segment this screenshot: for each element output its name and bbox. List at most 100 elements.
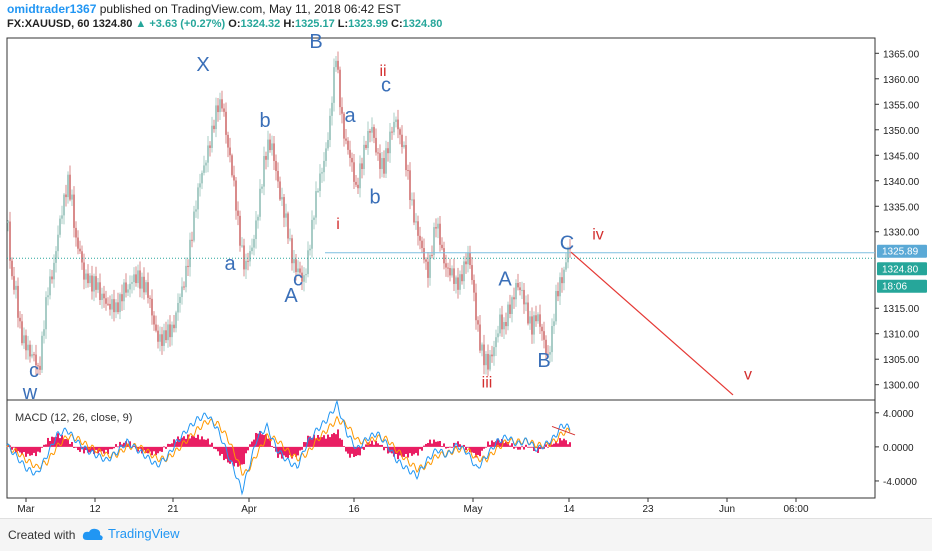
price-axis[interactable]: 1365.00 1360.00 1355.00 1350.00 1345.00 1340.… [875, 49, 927, 392]
time-tick-label: 06:00 [783, 504, 808, 515]
macd-histogram-bar [335, 434, 337, 447]
macd-histogram-bar [297, 446, 299, 456]
macd-histogram-bar [241, 446, 243, 465]
price-tick-label: 1305.00 [883, 355, 920, 366]
candle-down [569, 248, 571, 250]
candle-down [125, 282, 127, 293]
candle-down [431, 254, 433, 256]
candle-up [293, 259, 295, 264]
candle-up [549, 352, 551, 355]
macd-histogram-bar [69, 443, 71, 447]
macd-histogram-bar [515, 446, 517, 448]
candle-down [351, 157, 353, 163]
candle-up [385, 148, 387, 174]
macd-tick-label: -4.0000 [883, 477, 917, 488]
price-chart[interactable]: 1365.00 1360.00 1355.00 1350.00 1345.00 1340.… [0, 0, 932, 518]
macd-histogram-bar [63, 439, 65, 447]
macd-histogram-bar [19, 446, 21, 453]
candle-down [527, 302, 529, 324]
macd-histogram-bar [219, 446, 221, 456]
tradingview-logo[interactable]: TradingView [82, 526, 180, 542]
candle-down [109, 303, 111, 310]
macd-histogram-bar [95, 446, 97, 450]
candle-down [369, 131, 371, 133]
candle-up [263, 156, 265, 187]
macd-histogram-bar [403, 446, 405, 457]
macd-histogram-bar [509, 445, 511, 447]
candle-down [117, 302, 119, 313]
macd-histogram-bar [101, 446, 103, 452]
candle-down [517, 282, 519, 288]
macd-histogram-bar [553, 443, 555, 447]
candle-down [95, 276, 97, 290]
macd-histogram-bar [167, 443, 169, 447]
candle-down [405, 145, 407, 171]
candle-up [551, 326, 553, 353]
candle-down [343, 113, 345, 139]
macd-histogram-bar [21, 446, 23, 455]
candle-down [143, 276, 145, 293]
macd-histogram-bar [143, 446, 145, 451]
wave-label: iv [592, 226, 604, 243]
candle-up [251, 247, 253, 252]
candle-down [275, 160, 277, 171]
macd-histogram-bar [347, 446, 349, 454]
candle-up [363, 144, 365, 170]
candle-up [529, 316, 531, 324]
candle-up [467, 252, 469, 265]
macd-histogram-bar [513, 446, 515, 449]
candle-down [345, 138, 347, 141]
macd-histogram-bar [303, 442, 305, 447]
candle-up [215, 105, 217, 130]
candle-down [375, 137, 377, 153]
candle-up [241, 245, 243, 247]
time-axis[interactable]: Mar 12 21 Apr 16 May 14 23 Jun 06:00 [17, 498, 809, 515]
macd-histogram-bar [397, 446, 399, 460]
publish-info: published on TradingView.com, May 11, 20… [99, 2, 401, 16]
candle-down [453, 268, 455, 284]
candle-down [391, 131, 393, 133]
candle-down [233, 175, 235, 181]
macd-histogram-bar [171, 443, 173, 447]
macd-histogram-bar [503, 443, 505, 447]
candle-down [51, 276, 53, 280]
candle-down [401, 134, 403, 148]
author-link[interactable]: omidtrader1367 [7, 2, 97, 16]
time-tick-label: 12 [89, 504, 101, 515]
macd-histogram-bar [105, 446, 107, 450]
candle-down [445, 263, 447, 268]
candle-down [243, 245, 245, 270]
time-tick-label: 23 [642, 504, 654, 515]
candle-up [321, 172, 323, 174]
candle-up [327, 140, 329, 149]
close-value: 1324.80 [402, 18, 443, 30]
candle-up [307, 250, 309, 275]
up-arrow-icon: ▲ [135, 18, 147, 30]
price-tick-label: 1315.00 [883, 304, 920, 315]
macd-histogram-bar [567, 444, 569, 447]
macd-histogram-bar [11, 446, 13, 450]
candle-up [41, 335, 43, 370]
macd-histogram-bar [89, 446, 91, 453]
candle-down [427, 261, 429, 278]
macd-histogram-bar [545, 444, 547, 447]
macd-histogram-bar [213, 446, 215, 449]
candle-down [21, 321, 23, 344]
candle-up [59, 218, 61, 235]
candle-down [347, 140, 349, 150]
candle-down [439, 223, 441, 245]
macd-histogram-bar [79, 446, 81, 452]
macd-histogram-bar [43, 444, 45, 447]
price-tick-label: 1355.00 [883, 100, 920, 111]
candle-up [111, 299, 113, 310]
wave-label: i [336, 216, 340, 233]
wave-label: b [259, 110, 270, 132]
candle-down [397, 119, 399, 130]
macd-histogram-bar [395, 446, 397, 454]
macd-histogram-bar [65, 439, 67, 447]
macd-histogram-bar [163, 446, 165, 448]
candle-down [301, 272, 303, 282]
candle-down [99, 282, 101, 300]
macd-histogram-bar [489, 444, 491, 447]
